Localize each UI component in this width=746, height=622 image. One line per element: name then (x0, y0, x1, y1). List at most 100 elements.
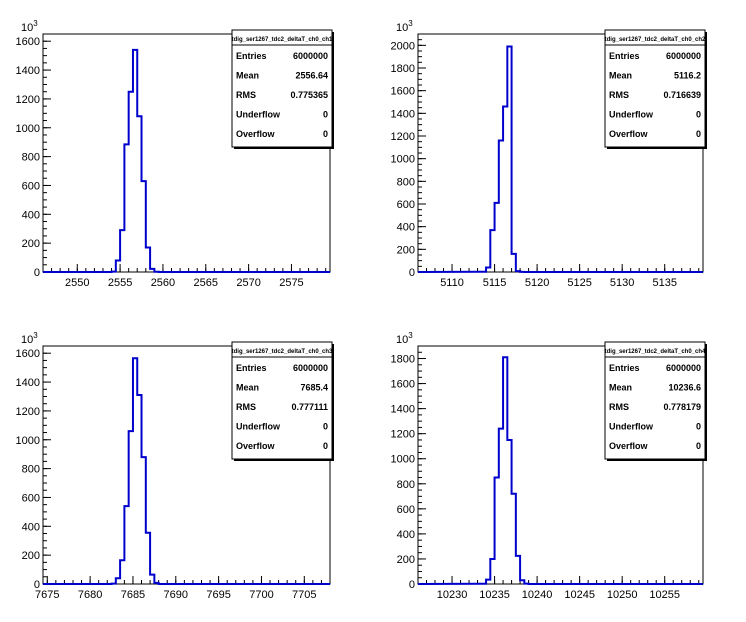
stats-value: 0.775365 (290, 90, 328, 100)
y-tick-label: 1800 (391, 354, 415, 366)
stats-label: Entries (609, 363, 640, 373)
histogram-panel: 0 200 400 600 800 1000 1200 1400 1600 1800 2000 103… (391, 19, 707, 289)
stats-box: tdig_ser1267_tdc2_deltaT_ch0_ch3 Entries 6… (231, 341, 334, 461)
x-tick-label: 2560 (151, 277, 175, 289)
y-tick-label: 1400 (16, 377, 40, 389)
stats-box: tdig_ser1267_tdc2_deltaT_ch0_ch4 Entries 6… (604, 341, 707, 461)
y-tick-label: 200 (22, 550, 40, 562)
y-tick-label: 800 (22, 464, 40, 476)
stats-value: 6000000 (666, 363, 701, 373)
x-tick-label: 2565 (194, 277, 218, 289)
stats-value: 0 (696, 129, 701, 139)
histogram-series (43, 48, 330, 273)
x-tick-label: 7700 (249, 589, 273, 601)
stats-label: Entries (236, 51, 267, 61)
x-tick-label: 2570 (236, 277, 260, 289)
stats-label: Overflow (609, 441, 649, 451)
stats-box-title: tdig_ser1267_tdc2_deltaT_ch0_ch1 (232, 37, 333, 43)
y-tick-label: 200 (397, 554, 415, 566)
y-tick-label: 800 (397, 479, 415, 491)
stats-label: Mean (236, 71, 259, 81)
y-exponent-label: 103 (396, 331, 413, 346)
histogram-series (417, 45, 703, 273)
y-tick-label: 400 (22, 521, 40, 533)
y-tick-label: 0 (409, 267, 415, 279)
x-tick-label: 2550 (65, 277, 89, 289)
x-tick-label: 2575 (279, 277, 303, 289)
y-tick-label: 1200 (16, 406, 40, 418)
x-tick-label: 5120 (525, 277, 549, 289)
y-exponent-label: 103 (21, 331, 38, 346)
stats-value: 10236.6 (668, 383, 701, 393)
x-tick-label: 10250 (607, 589, 638, 601)
y-tick-label: 1400 (16, 65, 40, 77)
stats-value: 0 (323, 422, 328, 432)
stats-label: Mean (609, 71, 632, 81)
x-tick-label: 10235 (479, 589, 510, 601)
stats-value: 6000000 (293, 363, 328, 373)
histogram-panel: 0 200 400 600 800 1000 1200 1400 1600 103 7675 7680… (16, 331, 334, 601)
y-tick-label: 200 (397, 244, 415, 256)
histogram-panel: 0 200 400 600 800 1000 1200 1400 1600 103 2550 2555… (16, 19, 334, 289)
stats-value: 2556.64 (295, 71, 328, 81)
y-tick-label: 600 (22, 180, 40, 192)
x-tick-label: 7695 (206, 589, 230, 601)
stats-box: tdig_ser1267_tdc2_deltaT_ch0_ch2 Entries 6… (604, 29, 707, 149)
stats-box-title: tdig_ser1267_tdc2_deltaT_ch0_ch2 (605, 37, 706, 43)
stats-label: RMS (236, 402, 256, 412)
x-tick-label: 10240 (522, 589, 553, 601)
y-tick-label: 1000 (391, 454, 415, 466)
stats-value: 6000000 (293, 51, 328, 61)
y-tick-label: 400 (397, 529, 415, 541)
stats-value: 6000000 (666, 51, 701, 61)
stats-value: 0.716639 (663, 90, 701, 100)
stats-label: Underflow (609, 422, 654, 432)
x-tick-label: 5110 (440, 277, 464, 289)
stats-box-title: tdig_ser1267_tdc2_deltaT_ch0_ch4 (605, 349, 706, 355)
stats-label: Mean (609, 383, 632, 393)
y-tick-label: 600 (397, 199, 415, 211)
y-tick-label: 800 (22, 152, 40, 164)
y-tick-label: 1200 (16, 94, 40, 106)
stats-box-frame (231, 29, 333, 148)
y-tick-label: 1200 (391, 429, 415, 441)
histogram-panel: 0 200 400 600 800 1000 1200 1400 1600 1800 103 1023… (391, 331, 707, 601)
y-tick-label: 1600 (16, 348, 40, 360)
stats-value: 0 (696, 422, 701, 432)
stats-label: Overflow (236, 441, 276, 451)
x-tick-label: 10255 (649, 589, 680, 601)
stats-value: 0 (696, 441, 701, 451)
y-tick-label: 800 (397, 176, 415, 188)
stats-label: Underflow (236, 110, 281, 120)
stats-value: 5116.2 (674, 71, 701, 81)
histogram-series (417, 356, 703, 585)
y-tick-label: 1200 (391, 131, 415, 143)
y-tick-label: 1400 (391, 108, 415, 120)
y-tick-label: 400 (22, 209, 40, 221)
stats-label: Underflow (609, 110, 654, 120)
stats-label: Overflow (609, 129, 649, 139)
x-tick-label: 5125 (567, 277, 591, 289)
stats-value: 0 (696, 110, 701, 120)
stats-box-frame (604, 341, 706, 460)
x-tick-label: 7685 (121, 589, 145, 601)
stats-value: 0.777111 (291, 402, 328, 412)
histogram-series (43, 357, 330, 585)
stats-value: 0 (323, 129, 328, 139)
y-exponent-label: 103 (21, 19, 38, 34)
x-tick-label: 7705 (292, 589, 316, 601)
y-tick-label: 0 (409, 579, 415, 591)
stats-label: RMS (236, 90, 256, 100)
y-tick-label: 1000 (16, 123, 40, 135)
stats-label: Overflow (236, 129, 276, 139)
y-tick-label: 1600 (391, 86, 415, 98)
x-tick-label: 10245 (564, 589, 595, 601)
x-tick-label: 7675 (35, 589, 59, 601)
y-tick-label: 0 (34, 579, 40, 591)
y-tick-label: 600 (22, 492, 40, 504)
y-exponent-label: 103 (396, 19, 413, 34)
y-tick-label: 1800 (391, 63, 415, 75)
y-tick-label: 1600 (16, 36, 40, 48)
x-tick-label: 5115 (483, 277, 507, 289)
